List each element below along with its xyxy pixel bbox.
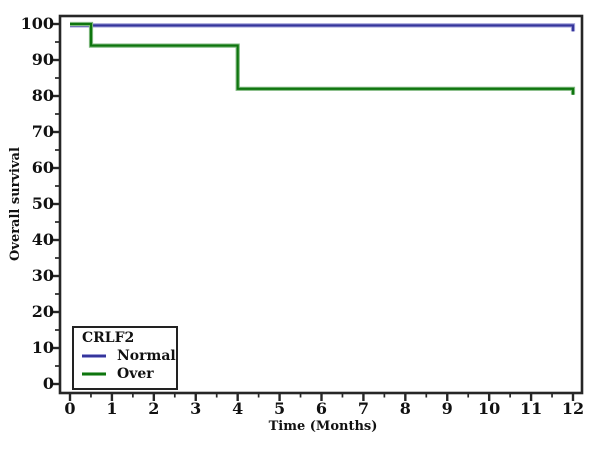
x-tick-label-12: 12	[561, 399, 585, 418]
x-tick-label-8: 8	[399, 399, 411, 418]
y-tick-label-70: 70	[31, 122, 54, 141]
x-tick-label-3: 3	[190, 399, 202, 418]
x-tick-label-2: 2	[148, 399, 160, 418]
y-tick-label-90: 90	[31, 50, 54, 69]
survival-curve-halo-over	[70, 21, 576, 95]
y-tick-label-80: 80	[31, 86, 54, 105]
x-tick-label-6: 6	[315, 399, 328, 418]
legend-line-swatch-over	[82, 372, 106, 376]
legend-label-over: Over	[117, 366, 154, 382]
y-tick-label-40: 40	[31, 230, 54, 249]
legend-title: CRLF2	[82, 330, 135, 346]
y-tick-label-10: 10	[31, 338, 54, 357]
legend-label-normal: Normal	[117, 348, 176, 364]
x-tick-label-11: 11	[519, 399, 543, 418]
y-axis-title: Overall survival	[8, 147, 23, 261]
x-tick-label-10: 10	[478, 399, 501, 418]
y-tick-label-0: 0	[42, 374, 54, 393]
legend-row-over: Over	[82, 365, 168, 383]
y-tick-label-30: 30	[31, 266, 54, 285]
x-tick-label-4: 4	[232, 399, 244, 418]
legend-line-swatch-normal	[82, 354, 106, 358]
y-tick-label-100: 100	[20, 14, 54, 33]
legend-row-normal: Normal	[82, 347, 176, 365]
legend: CRLF2 Normal Over	[72, 326, 178, 390]
x-tick-label-1: 1	[106, 399, 118, 418]
survival-curve-normal	[70, 24, 575, 32]
x-axis-title: Time (Months)	[268, 419, 378, 434]
y-tick-label-50: 50	[31, 194, 54, 213]
y-tick-label-20: 20	[31, 302, 54, 321]
y-tick-label-60: 60	[31, 158, 54, 177]
x-tick-label-9: 9	[441, 399, 453, 418]
survival-curve-over	[70, 22, 575, 95]
x-tick-label-7: 7	[357, 399, 369, 418]
x-tick-label-5: 5	[274, 399, 286, 418]
x-tick-label-0: 0	[64, 399, 76, 418]
